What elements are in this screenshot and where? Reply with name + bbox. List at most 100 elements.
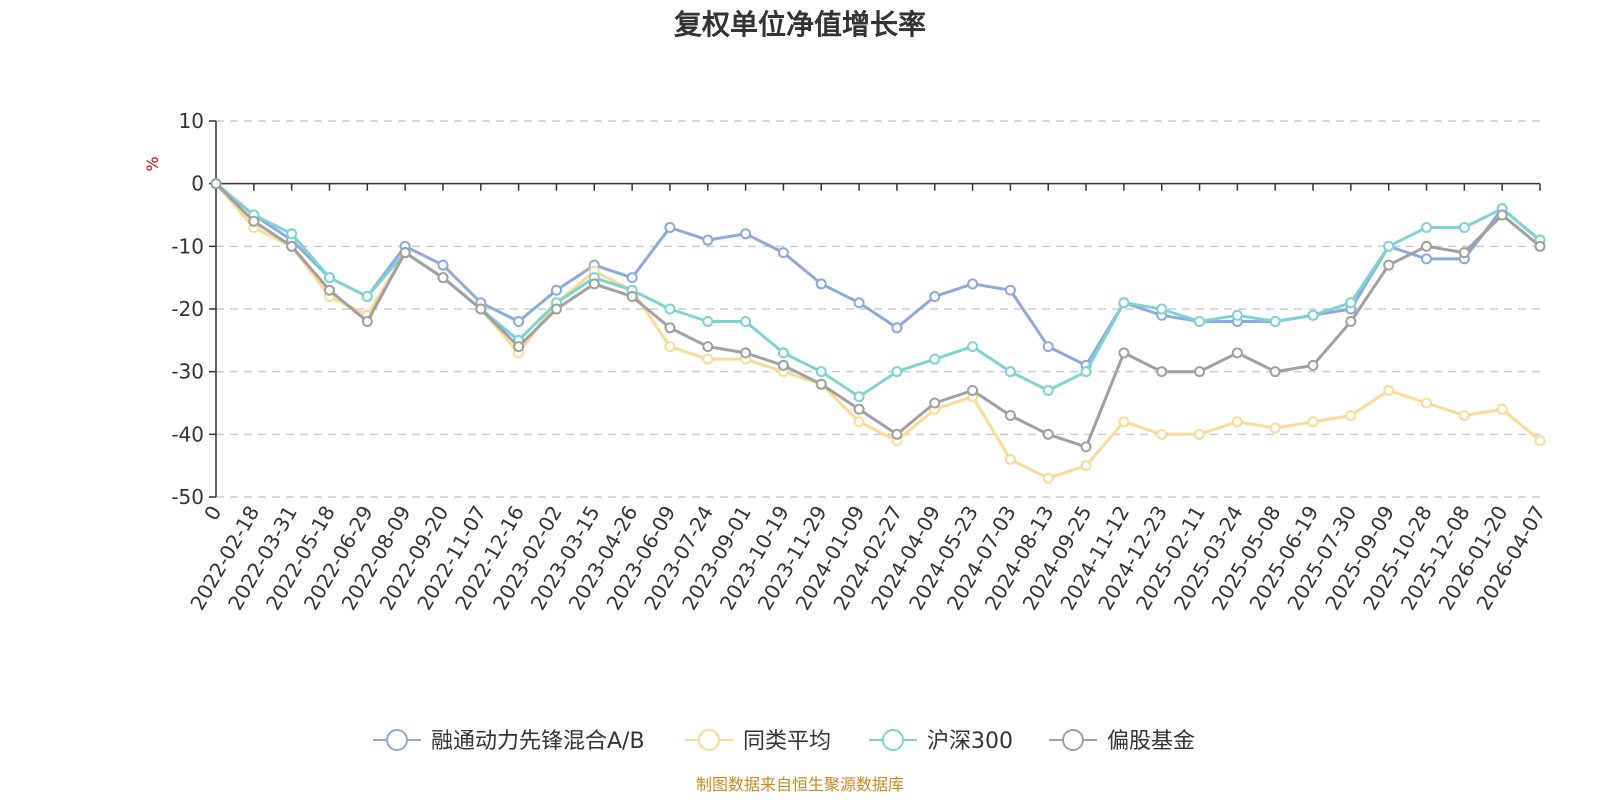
data-point	[1421, 222, 1433, 234]
data-point	[323, 272, 335, 284]
data-point	[1458, 222, 1470, 234]
data-point	[1004, 410, 1016, 422]
data-point	[853, 391, 865, 403]
data-point	[437, 272, 449, 284]
data-point	[1534, 240, 1546, 252]
legend-swatch-marker	[698, 729, 720, 751]
data-point	[1534, 435, 1546, 447]
series-line	[215, 182, 1541, 399]
y-tick-label: -20	[171, 297, 204, 321]
data-point	[588, 278, 600, 290]
data-point	[1156, 366, 1168, 378]
data-point	[1269, 366, 1281, 378]
data-point	[1421, 253, 1433, 265]
data-point	[891, 366, 903, 378]
data-point	[1307, 416, 1319, 428]
data-point	[1231, 309, 1243, 321]
y-tick-label: 10	[179, 109, 204, 133]
data-point	[664, 303, 676, 315]
data-point	[513, 341, 525, 353]
legend-label: 沪深300	[927, 729, 1013, 754]
data-point	[1307, 309, 1319, 321]
data-point	[1042, 341, 1054, 353]
legend-label: 同类平均	[743, 729, 831, 754]
data-point	[702, 316, 714, 328]
data-point	[664, 341, 676, 353]
data-point	[853, 416, 865, 428]
data-point	[664, 222, 676, 234]
data-point	[777, 247, 789, 259]
data-point	[929, 397, 941, 409]
data-point	[740, 347, 752, 359]
x-tick-labels: 02022-02-182022-03-312022-05-182022-06-2…	[185, 502, 1550, 615]
data-point	[1307, 359, 1319, 371]
data-point	[1042, 472, 1054, 484]
data-point	[323, 284, 335, 296]
legend[interactable]: 融通动力先锋混合A/B 同类平均 沪深300 偏股基金	[373, 729, 1195, 754]
series-group	[210, 178, 1546, 484]
data-point	[437, 259, 449, 271]
data-point	[1156, 428, 1168, 440]
y-tick-label: -10	[171, 234, 204, 258]
data-point	[777, 359, 789, 371]
data-point	[815, 378, 827, 390]
legend-swatch-marker	[1062, 729, 1084, 751]
data-point	[361, 316, 373, 328]
data-point	[1004, 453, 1016, 465]
data-point	[210, 178, 222, 190]
data-point	[286, 240, 298, 252]
data-point	[1080, 366, 1092, 378]
data-point	[1231, 416, 1243, 428]
data-point	[853, 403, 865, 415]
y-tick-label: 0	[191, 172, 204, 196]
legend-swatch-marker	[882, 729, 904, 751]
data-point	[361, 290, 373, 302]
data-point	[740, 316, 752, 328]
data-point	[1269, 422, 1281, 434]
data-source-note: 制图数据来自恒生聚源数据库	[696, 775, 904, 794]
data-point	[891, 322, 903, 334]
data-point	[475, 303, 487, 315]
y-tick-label: -40	[171, 422, 204, 446]
data-point	[513, 316, 525, 328]
grid-lines	[209, 120, 1540, 498]
legend-label: 偏股基金	[1107, 729, 1195, 754]
data-point	[626, 272, 638, 284]
data-point	[399, 247, 411, 259]
data-point	[550, 284, 562, 296]
data-point	[967, 384, 979, 396]
data-point	[1345, 410, 1357, 422]
legend-swatch-marker	[386, 729, 408, 751]
data-point	[1194, 428, 1206, 440]
data-point	[853, 297, 865, 309]
data-point	[1118, 416, 1130, 428]
data-point	[1345, 297, 1357, 309]
data-point	[1383, 259, 1395, 271]
data-point	[815, 366, 827, 378]
data-point	[1421, 240, 1433, 252]
y-axis-unit: %	[143, 156, 162, 171]
data-point	[1042, 428, 1054, 440]
y-tick-label: -50	[171, 485, 204, 509]
data-point	[1156, 303, 1168, 315]
data-point	[1496, 209, 1508, 221]
series-line	[215, 182, 1541, 367]
data-point	[1269, 316, 1281, 328]
data-point	[929, 353, 941, 365]
y-tick-label: -30	[171, 360, 204, 384]
data-point	[702, 341, 714, 353]
data-point	[1383, 240, 1395, 252]
data-point	[967, 341, 979, 353]
data-point	[1194, 316, 1206, 328]
data-point	[1118, 347, 1130, 359]
data-point	[1080, 460, 1092, 472]
data-point	[626, 290, 638, 302]
data-point	[1080, 441, 1092, 453]
data-point	[550, 303, 562, 315]
data-point	[286, 228, 298, 240]
data-point	[1496, 403, 1508, 415]
data-point	[1458, 247, 1470, 259]
data-point	[929, 290, 941, 302]
data-point	[967, 278, 979, 290]
